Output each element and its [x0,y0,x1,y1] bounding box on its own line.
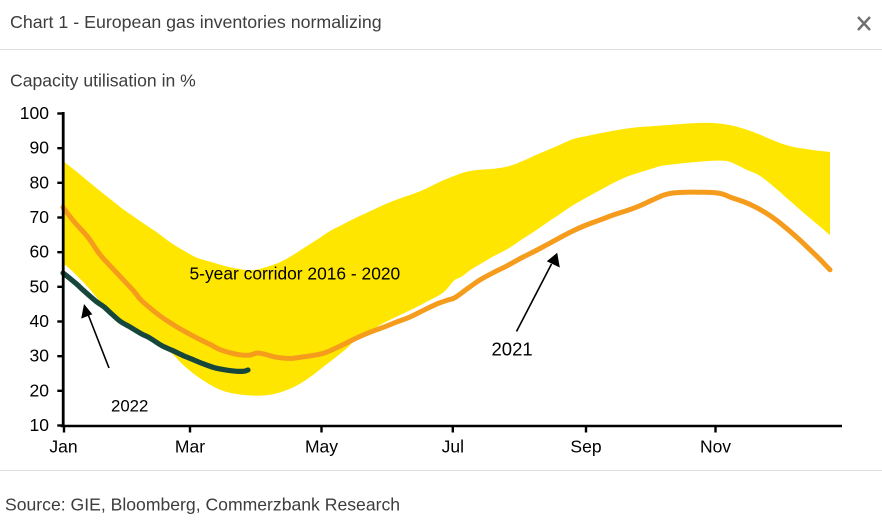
svg-text:50: 50 [30,276,50,296]
svg-text:Chart 1 - European gas invento: Chart 1 - European gas inventories norma… [10,12,382,32]
svg-text:80: 80 [30,172,50,192]
svg-text:Nov: Nov [700,437,731,457]
svg-text:10: 10 [30,415,50,435]
svg-text:5-year corridor 2016 - 2020: 5-year corridor 2016 - 2020 [190,264,401,284]
svg-text:90: 90 [30,138,50,158]
svg-text:Sep: Sep [570,437,601,457]
svg-text:30: 30 [30,346,50,366]
svg-text:60: 60 [30,242,50,262]
svg-text:70: 70 [30,207,50,227]
svg-text:40: 40 [30,311,50,331]
svg-text:2021: 2021 [492,339,533,360]
svg-text:100: 100 [20,103,49,123]
svg-text:Capacity utilisation in %: Capacity utilisation in % [10,71,196,91]
svg-text:2022: 2022 [111,397,148,416]
svg-text:Mar: Mar [175,437,205,457]
svg-text:Source: GIE, Bloomberg, Commer: Source: GIE, Bloomberg, Commerzbank Rese… [5,495,400,515]
svg-text:Jan: Jan [49,437,77,457]
svg-text:May: May [305,437,338,457]
svg-text:Jul: Jul [442,437,464,457]
svg-text:20: 20 [30,380,50,400]
